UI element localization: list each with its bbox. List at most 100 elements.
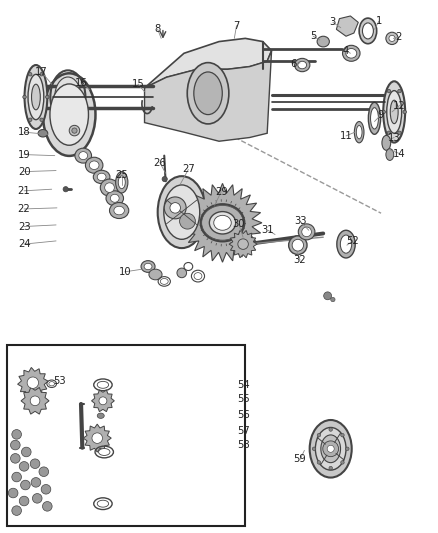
Polygon shape xyxy=(145,51,272,141)
Ellipse shape xyxy=(85,157,103,173)
Ellipse shape xyxy=(187,63,229,124)
Ellipse shape xyxy=(42,502,52,511)
Ellipse shape xyxy=(106,191,124,206)
Ellipse shape xyxy=(209,212,236,234)
Ellipse shape xyxy=(97,500,109,507)
Bar xyxy=(7,345,245,526)
Ellipse shape xyxy=(359,18,377,44)
Ellipse shape xyxy=(75,148,92,163)
Text: 8: 8 xyxy=(155,25,161,34)
Circle shape xyxy=(170,203,180,213)
Ellipse shape xyxy=(97,382,109,388)
Text: 23: 23 xyxy=(18,222,30,231)
Polygon shape xyxy=(183,183,262,262)
Circle shape xyxy=(180,213,195,229)
Circle shape xyxy=(46,95,49,99)
Ellipse shape xyxy=(149,269,162,280)
Polygon shape xyxy=(18,367,48,398)
Ellipse shape xyxy=(79,152,88,160)
Circle shape xyxy=(323,441,339,457)
Ellipse shape xyxy=(321,435,341,463)
Polygon shape xyxy=(229,230,257,258)
Ellipse shape xyxy=(337,230,355,258)
Circle shape xyxy=(329,428,332,431)
Text: 3: 3 xyxy=(330,18,336,27)
Ellipse shape xyxy=(315,427,346,470)
Ellipse shape xyxy=(383,82,405,142)
Ellipse shape xyxy=(114,206,124,215)
Text: 14: 14 xyxy=(393,149,406,158)
Ellipse shape xyxy=(19,496,29,506)
Text: 57: 57 xyxy=(237,426,250,435)
Text: 24: 24 xyxy=(18,239,30,249)
Text: 56: 56 xyxy=(237,410,250,419)
Ellipse shape xyxy=(292,239,304,251)
Circle shape xyxy=(389,35,395,42)
Circle shape xyxy=(162,176,167,182)
Ellipse shape xyxy=(298,61,307,69)
Text: 25: 25 xyxy=(115,170,128,180)
Ellipse shape xyxy=(214,215,231,230)
Text: 19: 19 xyxy=(18,150,31,159)
Ellipse shape xyxy=(11,440,20,450)
Text: 54: 54 xyxy=(237,380,249,390)
Circle shape xyxy=(69,125,80,136)
Circle shape xyxy=(72,128,77,133)
Ellipse shape xyxy=(8,488,18,498)
Ellipse shape xyxy=(194,72,222,115)
Circle shape xyxy=(331,297,335,302)
Ellipse shape xyxy=(382,135,391,150)
Ellipse shape xyxy=(32,84,40,110)
Ellipse shape xyxy=(362,23,373,39)
Circle shape xyxy=(28,72,32,76)
Circle shape xyxy=(403,110,406,114)
Text: 13: 13 xyxy=(388,133,400,142)
Ellipse shape xyxy=(89,161,99,169)
Circle shape xyxy=(40,72,43,76)
Text: 15: 15 xyxy=(131,79,145,89)
Ellipse shape xyxy=(346,49,357,58)
Ellipse shape xyxy=(93,171,110,183)
Circle shape xyxy=(386,32,398,45)
Circle shape xyxy=(23,95,26,99)
Text: 11: 11 xyxy=(339,131,353,141)
Text: 12: 12 xyxy=(393,101,406,110)
Text: 26: 26 xyxy=(153,158,166,167)
Text: 6: 6 xyxy=(290,59,297,69)
Polygon shape xyxy=(83,424,111,452)
Text: 17: 17 xyxy=(35,67,48,77)
Ellipse shape xyxy=(21,447,31,457)
Text: 5: 5 xyxy=(310,31,316,41)
Circle shape xyxy=(164,197,186,219)
Text: 18: 18 xyxy=(18,127,30,137)
Ellipse shape xyxy=(354,122,364,143)
Ellipse shape xyxy=(55,77,81,117)
Ellipse shape xyxy=(11,454,20,463)
Ellipse shape xyxy=(118,176,125,189)
Ellipse shape xyxy=(387,91,402,133)
Ellipse shape xyxy=(164,185,200,239)
Ellipse shape xyxy=(110,203,129,219)
Ellipse shape xyxy=(194,273,202,279)
Text: 7: 7 xyxy=(233,21,240,30)
Ellipse shape xyxy=(298,224,315,240)
Text: 2: 2 xyxy=(396,33,402,42)
Polygon shape xyxy=(145,38,272,88)
Ellipse shape xyxy=(302,227,311,237)
Ellipse shape xyxy=(386,149,394,160)
Circle shape xyxy=(382,110,385,114)
Ellipse shape xyxy=(50,84,88,145)
Ellipse shape xyxy=(390,100,398,124)
Ellipse shape xyxy=(97,173,106,181)
Ellipse shape xyxy=(116,172,128,193)
Ellipse shape xyxy=(294,58,310,72)
Text: 29: 29 xyxy=(215,187,228,197)
Circle shape xyxy=(92,433,102,443)
Polygon shape xyxy=(92,390,114,411)
Circle shape xyxy=(341,461,344,464)
Circle shape xyxy=(317,461,321,464)
Ellipse shape xyxy=(343,45,360,61)
Text: 52: 52 xyxy=(346,236,359,246)
Text: 32: 32 xyxy=(294,255,306,265)
Circle shape xyxy=(398,90,401,93)
